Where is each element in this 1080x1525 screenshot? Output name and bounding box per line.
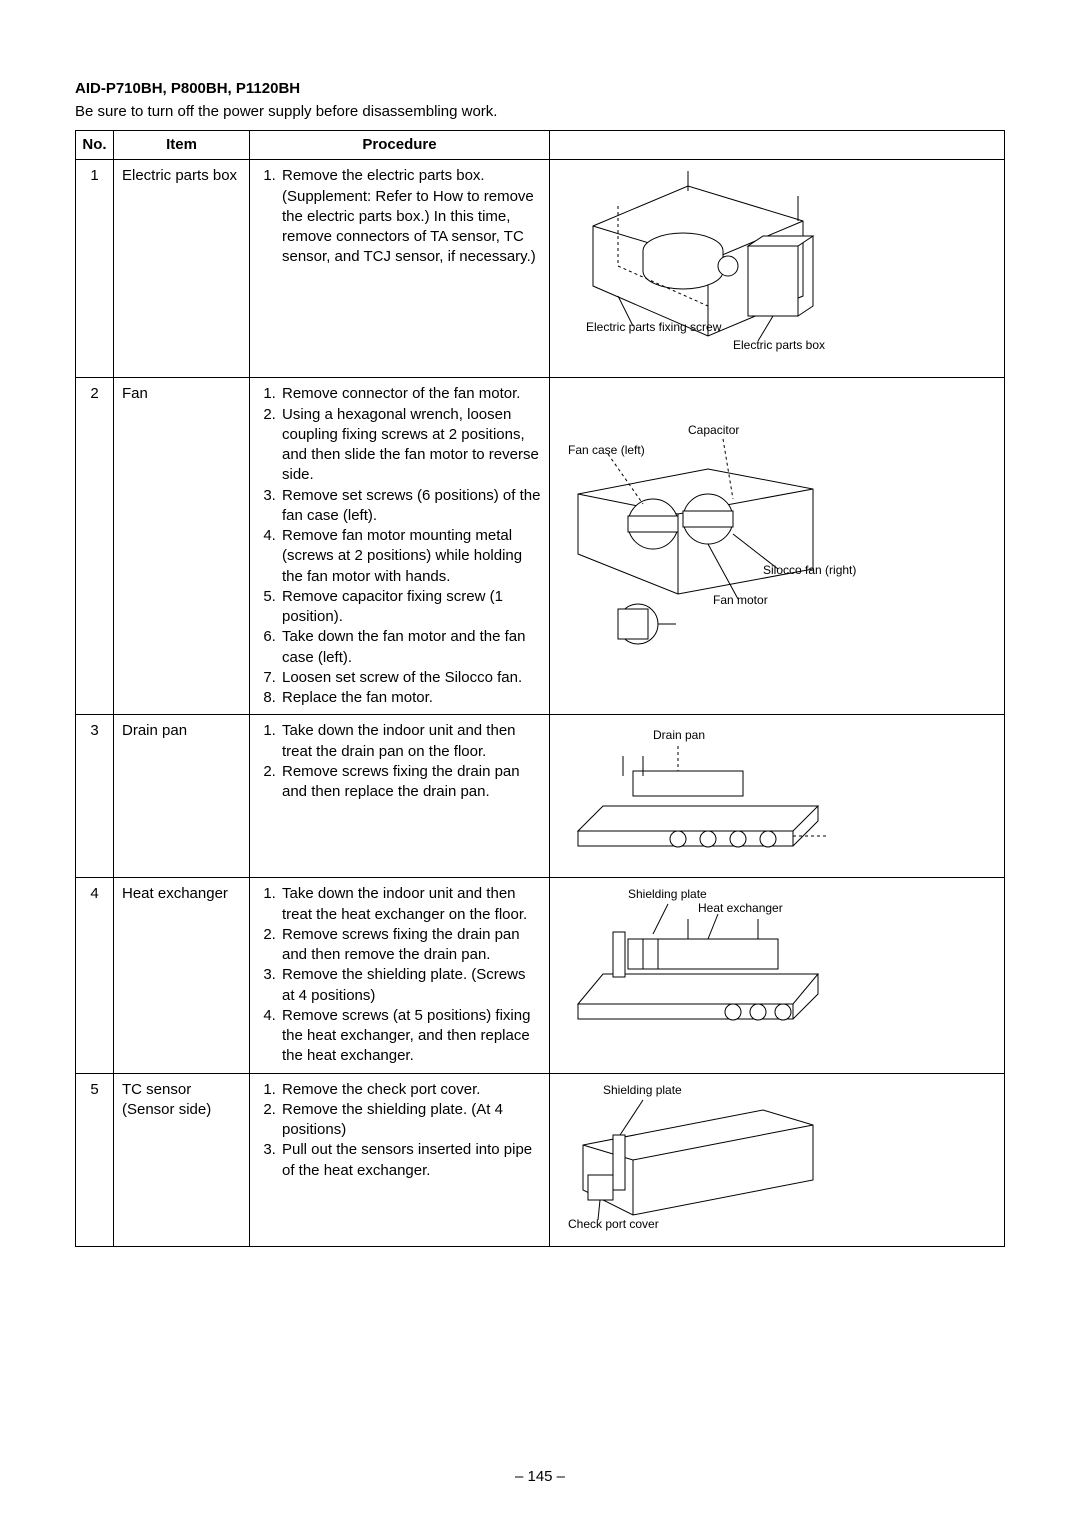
label-fan-motor: Fan motor — [713, 594, 768, 607]
step: Take down the indoor unit and then treat… — [280, 884, 541, 925]
cell-no: 5 — [76, 1073, 114, 1246]
step: Remove the shielding plate. (Screws at 4… — [280, 965, 541, 1006]
diagram-drain-pan: Drain pan — [558, 721, 996, 871]
cell-proc: Remove connector of the fan motor. Using… — [250, 378, 550, 715]
drain-pan-svg — [558, 721, 838, 871]
cell-proc: Remove the electric parts box. (Suppleme… — [250, 160, 550, 378]
cell-diagram: Electric parts fixing screw Electric par… — [550, 160, 1005, 378]
step: Remove the electric parts box. (Suppleme… — [280, 166, 541, 267]
step: Remove the shielding plate. (At 4 positi… — [280, 1100, 541, 1141]
step: Remove the check port cover. — [280, 1080, 541, 1100]
label-drain-pan: Drain pan — [653, 729, 705, 742]
step: Pull out the sensors inserted into pipe … — [280, 1140, 541, 1181]
diagram-fan: Fan case (left) Capacitor Silocco fan (r… — [558, 384, 996, 674]
step: Remove set screws (6 positions) of the f… — [280, 486, 541, 527]
label-silocco: Silocco fan (right) — [763, 564, 856, 577]
cell-item: Drain pan — [114, 715, 250, 878]
step: Remove screws (at 5 positions) fixing th… — [280, 1006, 541, 1067]
label-capacitor: Capacitor — [688, 424, 739, 437]
step: Take down the indoor unit and then treat… — [280, 721, 541, 762]
model-title: AID-P710BH, P800BH, P1120BH — [75, 80, 1005, 97]
label-fixing-screw: Electric parts fixing screw — [586, 321, 721, 334]
cell-no: 3 — [76, 715, 114, 878]
step: Replace the fan motor. — [280, 688, 541, 708]
cell-item: Fan — [114, 378, 250, 715]
cell-proc: Remove the check port cover. Remove the … — [250, 1073, 550, 1246]
cell-no: 2 — [76, 378, 114, 715]
step-list: Take down the indoor unit and then treat… — [258, 721, 541, 802]
step-list: Remove the check port cover. Remove the … — [258, 1080, 541, 1181]
table-row: 2 Fan Remove connector of the fan motor.… — [76, 378, 1005, 715]
step: Loosen set screw of the Silocco fan. — [280, 668, 541, 688]
step-list: Remove the electric parts box. (Suppleme… — [258, 166, 541, 267]
label-shielding-plate: Shielding plate — [628, 888, 707, 901]
cell-diagram: Fan case (left) Capacitor Silocco fan (r… — [550, 378, 1005, 715]
col-diagram — [550, 131, 1005, 160]
label-heat-exchanger: Heat exchanger — [698, 902, 783, 915]
diagram-tc-sensor: Shielding plate Check port cover — [558, 1080, 996, 1240]
col-item: Item — [114, 131, 250, 160]
procedure-table: No. Item Procedure 1 Electric parts box … — [75, 130, 1005, 1247]
cell-diagram: Shielding plate Check port cover — [550, 1073, 1005, 1246]
step: Remove screws fixing the drain pan and t… — [280, 925, 541, 966]
table-row: 4 Heat exchanger Take down the indoor un… — [76, 878, 1005, 1073]
cell-proc: Take down the indoor unit and then treat… — [250, 878, 550, 1073]
table-row: 5 TC sensor (Sensor side) Remove the che… — [76, 1073, 1005, 1246]
step-list: Take down the indoor unit and then treat… — [258, 884, 541, 1066]
cell-diagram: Drain pan — [550, 715, 1005, 878]
label-fan-case: Fan case (left) — [568, 444, 645, 457]
step: Remove screws fixing the drain pan and t… — [280, 762, 541, 803]
cell-proc: Take down the indoor unit and then treat… — [250, 715, 550, 878]
step-list: Remove connector of the fan motor. Using… — [258, 384, 541, 708]
cell-no: 4 — [76, 878, 114, 1073]
step: Remove capacitor fixing screw (1 positio… — [280, 587, 541, 628]
cell-diagram: Shielding plate Heat exchanger — [550, 878, 1005, 1073]
electric-box-svg — [558, 166, 838, 366]
cell-item: Electric parts box — [114, 160, 250, 378]
diagram-electric-box: Electric parts fixing screw Electric par… — [558, 166, 996, 371]
step: Remove connector of the fan motor. — [280, 384, 541, 404]
step: Using a hexagonal wrench, loosen couplin… — [280, 405, 541, 486]
cell-no: 1 — [76, 160, 114, 378]
warning-text: Be sure to turn off the power supply bef… — [75, 103, 1005, 120]
tc-sensor-svg — [558, 1080, 838, 1240]
step: Take down the fan motor and the fan case… — [280, 627, 541, 668]
col-no: No. — [76, 131, 114, 160]
label-parts-box: Electric parts box — [733, 339, 825, 352]
diagram-heat-exchanger: Shielding plate Heat exchanger — [558, 884, 996, 1044]
page-number: – 145 – — [0, 1468, 1080, 1485]
cell-item: Heat exchanger — [114, 878, 250, 1073]
table-row: 1 Electric parts box Remove the electric… — [76, 160, 1005, 378]
table-row: 3 Drain pan Take down the indoor unit an… — [76, 715, 1005, 878]
cell-item: TC sensor (Sensor side) — [114, 1073, 250, 1246]
col-proc: Procedure — [250, 131, 550, 160]
table-header-row: No. Item Procedure — [76, 131, 1005, 160]
label-shielding-plate: Shielding plate — [603, 1084, 682, 1097]
label-check-port-cover: Check port cover — [568, 1218, 659, 1231]
step: Remove fan motor mounting metal (screws … — [280, 526, 541, 587]
page: AID-P710BH, P800BH, P1120BH Be sure to t… — [0, 0, 1080, 1525]
